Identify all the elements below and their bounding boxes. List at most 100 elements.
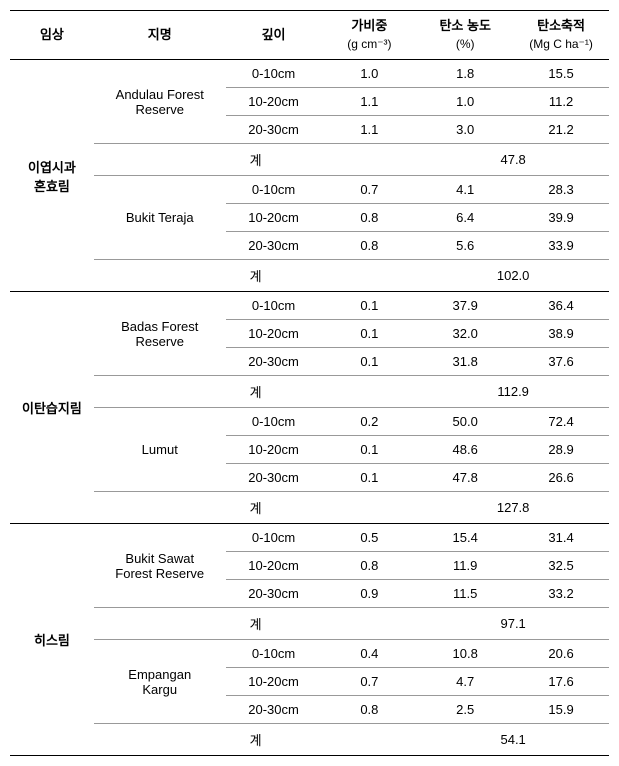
subtotal-value: 112.9: [417, 376, 609, 408]
depth-cell: 10-20cm: [226, 88, 322, 116]
cs-cell: 31.4: [513, 524, 609, 552]
site-cell: EmpanganKargu: [94, 640, 226, 724]
forest-type-cell: 이탄습지림: [10, 292, 94, 524]
subtotal-label: 계: [94, 260, 417, 292]
table-row: Bukit Teraja0-10cm0.74.128.3: [10, 176, 609, 204]
subtotal-row: 계47.8: [10, 144, 609, 176]
depth-cell: 10-20cm: [226, 204, 322, 232]
bd-cell: 0.1: [321, 292, 417, 320]
cs-cell: 28.3: [513, 176, 609, 204]
bd-cell: 0.1: [321, 320, 417, 348]
cc-cell: 6.4: [417, 204, 513, 232]
cc-cell: 15.4: [417, 524, 513, 552]
table-row: Lumut0-10cm0.250.072.4: [10, 408, 609, 436]
bd-cell: 0.8: [321, 696, 417, 724]
bd-cell: 0.7: [321, 668, 417, 696]
depth-cell: 0-10cm: [226, 60, 322, 88]
cs-cell: 15.9: [513, 696, 609, 724]
site-cell: Badas ForestReserve: [94, 292, 226, 376]
depth-cell: 0-10cm: [226, 292, 322, 320]
cc-cell: 50.0: [417, 408, 513, 436]
soil-carbon-table: 임상 지명 깊이 가비중 (g cm⁻³) 탄소 농도 (%) 탄소축적 (Mg…: [10, 10, 609, 756]
cs-cell: 20.6: [513, 640, 609, 668]
cs-cell: 33.9: [513, 232, 609, 260]
bd-cell: 0.1: [321, 348, 417, 376]
cc-cell: 1.0: [417, 88, 513, 116]
cs-cell: 39.9: [513, 204, 609, 232]
bd-cell: 0.1: [321, 464, 417, 492]
depth-cell: 0-10cm: [226, 408, 322, 436]
subtotal-label: 계: [94, 492, 417, 524]
cc-cell: 32.0: [417, 320, 513, 348]
cc-cell: 4.1: [417, 176, 513, 204]
bd-cell: 0.2: [321, 408, 417, 436]
depth-cell: 10-20cm: [226, 668, 322, 696]
cs-cell: 11.2: [513, 88, 609, 116]
subtotal-row: 계112.9: [10, 376, 609, 408]
header-carbon-conc: 탄소 농도 (%): [417, 11, 513, 60]
header-bulk-density: 가비중 (g cm⁻³): [321, 11, 417, 60]
depth-cell: 20-30cm: [226, 464, 322, 492]
table-row: EmpanganKargu0-10cm0.410.820.6: [10, 640, 609, 668]
depth-cell: 10-20cm: [226, 436, 322, 464]
cc-cell: 10.8: [417, 640, 513, 668]
cs-cell: 32.5: [513, 552, 609, 580]
subtotal-value: 54.1: [417, 724, 609, 756]
subtotal-value: 97.1: [417, 608, 609, 640]
bd-cell: 1.1: [321, 88, 417, 116]
bd-cell: 1.1: [321, 116, 417, 144]
forest-type-cell: 이엽시과혼효림: [10, 60, 94, 292]
subtotal-row: 계127.8: [10, 492, 609, 524]
depth-cell: 0-10cm: [226, 640, 322, 668]
bd-cell: 0.5: [321, 524, 417, 552]
cc-cell: 48.6: [417, 436, 513, 464]
cs-cell: 36.4: [513, 292, 609, 320]
site-cell: Andulau ForestReserve: [94, 60, 226, 144]
header-row: 임상 지명 깊이 가비중 (g cm⁻³) 탄소 농도 (%) 탄소축적 (Mg…: [10, 11, 609, 60]
cc-cell: 11.5: [417, 580, 513, 608]
table-row: 히스림Bukit SawatForest Reserve0-10cm0.515.…: [10, 524, 609, 552]
subtotal-label: 계: [94, 608, 417, 640]
cc-cell: 2.5: [417, 696, 513, 724]
subtotal-label: 계: [94, 376, 417, 408]
header-depth: 깊이: [226, 11, 322, 60]
bd-cell: 0.7: [321, 176, 417, 204]
depth-cell: 10-20cm: [226, 320, 322, 348]
subtotal-row: 계97.1: [10, 608, 609, 640]
bd-cell: 0.4: [321, 640, 417, 668]
depth-cell: 10-20cm: [226, 552, 322, 580]
cc-cell: 3.0: [417, 116, 513, 144]
depth-cell: 0-10cm: [226, 524, 322, 552]
site-cell: Lumut: [94, 408, 226, 492]
cs-cell: 15.5: [513, 60, 609, 88]
cc-cell: 5.6: [417, 232, 513, 260]
site-cell: Bukit Teraja: [94, 176, 226, 260]
cs-cell: 28.9: [513, 436, 609, 464]
forest-type-cell: 히스림: [10, 524, 94, 756]
table-row: 이탄습지림Badas ForestReserve0-10cm0.137.936.…: [10, 292, 609, 320]
header-forest-type: 임상: [10, 11, 94, 60]
cc-cell: 37.9: [417, 292, 513, 320]
subtotal-value: 102.0: [417, 260, 609, 292]
cs-cell: 33.2: [513, 580, 609, 608]
cs-cell: 38.9: [513, 320, 609, 348]
cs-cell: 26.6: [513, 464, 609, 492]
depth-cell: 20-30cm: [226, 580, 322, 608]
cs-cell: 72.4: [513, 408, 609, 436]
subtotal-label: 계: [94, 724, 417, 756]
cc-cell: 4.7: [417, 668, 513, 696]
subtotal-value: 47.8: [417, 144, 609, 176]
subtotal-row: 계54.1: [10, 724, 609, 756]
subtotal-value: 127.8: [417, 492, 609, 524]
bd-cell: 0.8: [321, 204, 417, 232]
header-site: 지명: [94, 11, 226, 60]
depth-cell: 20-30cm: [226, 696, 322, 724]
depth-cell: 0-10cm: [226, 176, 322, 204]
subtotal-label: 계: [94, 144, 417, 176]
subtotal-row: 계102.0: [10, 260, 609, 292]
bd-cell: 1.0: [321, 60, 417, 88]
depth-cell: 20-30cm: [226, 232, 322, 260]
cs-cell: 21.2: [513, 116, 609, 144]
depth-cell: 20-30cm: [226, 348, 322, 376]
header-carbon-storage: 탄소축적 (Mg C ha⁻¹): [513, 11, 609, 60]
